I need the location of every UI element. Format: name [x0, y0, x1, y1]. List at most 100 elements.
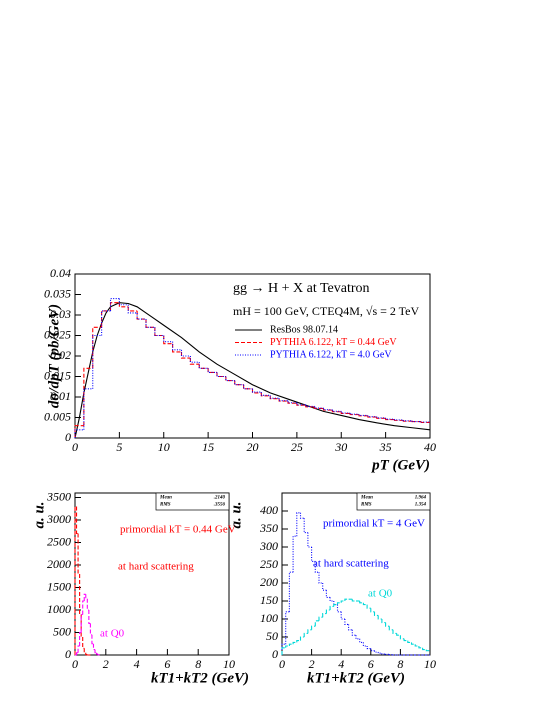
- histogram-bin: [172, 343, 182, 353]
- histogram-bin: [314, 406, 324, 409]
- histogram-bin: [336, 604, 342, 613]
- histogram-bin: [381, 653, 386, 655]
- y-tick-label: 150: [260, 593, 278, 607]
- x-tick-label: 8: [397, 657, 403, 671]
- histogram-bin: [373, 650, 379, 653]
- histogram-bin: [359, 601, 364, 604]
- histogram-bin: [393, 419, 404, 421]
- histogram-bin: [314, 620, 319, 627]
- x-tick-label: 10: [158, 440, 170, 454]
- histogram-bin: [97, 654, 100, 656]
- x-tick-label: 30: [334, 440, 347, 454]
- x-tick-label: 10: [223, 657, 235, 671]
- x-tick-label: 0: [72, 657, 78, 671]
- annotation: at hard scattering: [313, 558, 389, 570]
- histogram-bin: [322, 583, 327, 591]
- histogram-bin: [410, 642, 416, 645]
- histogram-bin: [396, 633, 401, 636]
- histogram-bin: [373, 611, 379, 616]
- histogram-bin: [154, 327, 164, 337]
- histogram-bin: [358, 414, 368, 416]
- histogram-bin: [329, 605, 334, 610]
- histogram-bin: [77, 533, 80, 575]
- y-tick-label: 0.03: [50, 307, 71, 321]
- annotation: primordial kT = 4 GeV: [323, 518, 425, 530]
- histogram-bin: [307, 532, 312, 548]
- histogram-bin: [83, 648, 86, 654]
- histogram-bin: [80, 613, 83, 633]
- histogram-bin: [251, 388, 262, 393]
- y-axis-label: a. u.: [228, 501, 244, 528]
- histogram-bin: [296, 512, 301, 537]
- histogram-bin: [376, 416, 386, 419]
- x-tick-label: 35: [379, 440, 392, 454]
- histogram-bin: [307, 629, 312, 634]
- histogram-bin: [225, 376, 235, 382]
- annotation: at hard scattering: [118, 561, 194, 573]
- y-tick-label: 200: [260, 575, 278, 589]
- histogram-bin: [318, 572, 323, 584]
- stats-label: Mean: [159, 496, 172, 501]
- histogram-bin: [377, 615, 382, 620]
- histogram-bin: [299, 512, 305, 519]
- x-axis-label: pT (GeV): [370, 457, 430, 473]
- histogram-bin: [292, 641, 297, 645]
- histogram-bin: [89, 623, 92, 636]
- histogram-bin: [136, 312, 146, 320]
- x-axis-label: kT1+kT2 (GeV): [307, 670, 405, 686]
- histogram-bin: [260, 392, 271, 396]
- x-tick-label: 5: [116, 440, 122, 454]
- line: [74, 302, 431, 439]
- histogram-bin: [288, 643, 294, 646]
- histogram-bin: [285, 611, 290, 645]
- x-tick-label: 0: [72, 440, 78, 454]
- histogram-bin: [234, 380, 244, 386]
- histogram-bin: [145, 319, 155, 328]
- histogram-bin: [344, 598, 349, 601]
- histogram-bin: [88, 610, 91, 625]
- y-tick-label: 3000: [46, 512, 71, 526]
- y-tick-label: 0.01: [50, 389, 71, 403]
- histogram-bin: [189, 358, 200, 365]
- histogram-bin: [127, 304, 138, 314]
- histogram-bin: [91, 634, 94, 645]
- histogram-bin: [348, 624, 353, 631]
- stats-label: RMS: [361, 503, 372, 508]
- histogram-bin: [92, 326, 102, 369]
- y-tick-label: 100: [260, 611, 278, 625]
- histogram-bin: [163, 335, 173, 345]
- histogram-bin: [163, 335, 173, 343]
- y-tick-label: 3500: [46, 489, 71, 503]
- y-tick-label: 2000: [47, 557, 71, 571]
- histogram-bin: [285, 645, 290, 648]
- chart-subtitle: mH = 100 GeV, CTEQ4M, √s = 2 TeV: [233, 304, 420, 318]
- stats-label: Mean: [360, 496, 373, 501]
- histogram-bin: [367, 415, 377, 418]
- histogram-bin: [288, 571, 294, 612]
- histogram-bin: [403, 638, 408, 642]
- x-tick-label: 8: [195, 657, 201, 671]
- histogram-bin: [74, 429, 84, 438]
- histogram-bin: [318, 616, 323, 621]
- histogram-bin: [127, 306, 138, 312]
- x-tick-label: 4: [338, 657, 344, 671]
- histogram-bin: [281, 643, 286, 655]
- histogram-bin: [83, 367, 93, 426]
- stats-label: RMS: [160, 503, 171, 508]
- histogram-bin: [109, 298, 120, 311]
- y-tick-label: 1500: [47, 579, 71, 593]
- legend-label: PYTHIA 6.122, kT = 0.44 GeV: [270, 337, 397, 348]
- histogram-bin: [411, 420, 422, 423]
- y-tick-label: 0: [65, 647, 71, 661]
- histogram-bin: [303, 632, 308, 637]
- histogram-bin: [234, 380, 244, 386]
- histogram-bin: [355, 635, 360, 640]
- histogram-bin: [377, 652, 382, 654]
- x-tick-label: 10: [424, 657, 436, 671]
- histogram-bin: [402, 419, 413, 422]
- x-tick-label: 6: [368, 657, 374, 671]
- histogram-bin: [292, 535, 297, 573]
- histogram-bin: [340, 611, 345, 620]
- histogram-bin: [325, 609, 331, 614]
- histogram-bin: [74, 505, 77, 655]
